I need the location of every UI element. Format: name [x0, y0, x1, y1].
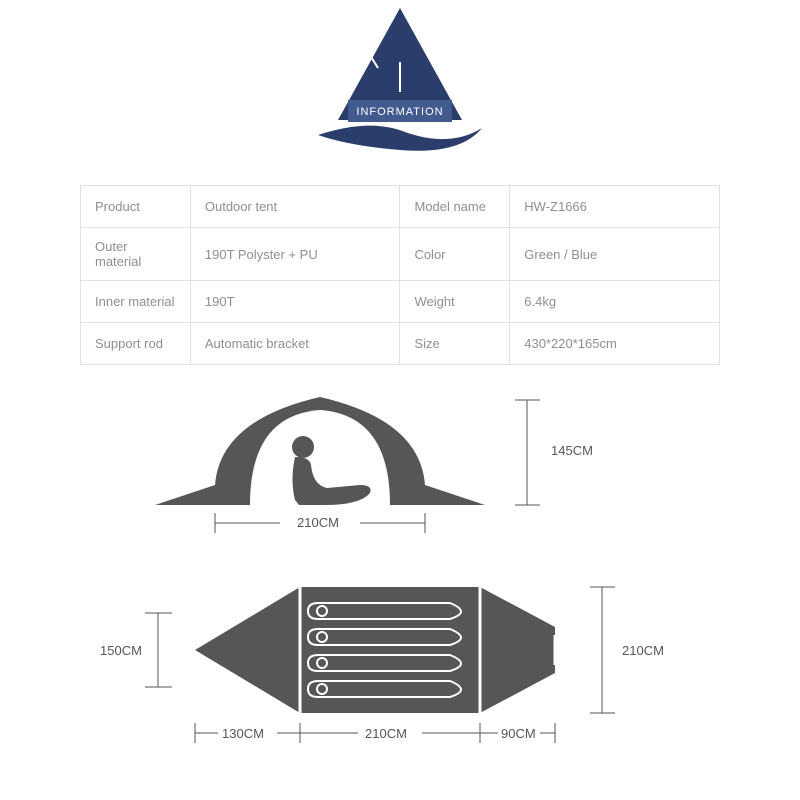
table-row: Product Outdoor tent Model name HW-Z1666 — [81, 186, 720, 228]
table-row: Support rod Automatic bracket Size 430*2… — [81, 323, 720, 365]
side-width-label: 210CM — [297, 515, 339, 530]
spec-value: Outdoor tent — [190, 186, 400, 228]
tent-side-view-diagram: 210CM 145CM — [145, 385, 675, 555]
spec-label: Outer material — [81, 228, 191, 281]
spec-label: Size — [400, 323, 510, 365]
top-right-height-label: 210CM — [622, 643, 664, 658]
tent-top-view-diagram: 150CM 210CM 130CM 210CM 90CM — [100, 565, 720, 765]
spec-value: HW-Z1666 — [510, 186, 720, 228]
spec-value: 190T — [190, 281, 400, 323]
spec-label: Support rod — [81, 323, 191, 365]
spec-value: 430*220*165cm — [510, 323, 720, 365]
spec-label: Inner material — [81, 281, 191, 323]
spec-label: Product — [81, 186, 191, 228]
spec-table: Product Outdoor tent Model name HW-Z1666… — [80, 185, 720, 365]
table-row: Inner material 190T Weight 6.4kg — [81, 281, 720, 323]
spec-value: 190T Polyster + PU — [190, 228, 400, 281]
side-height-label: 145CM — [551, 443, 593, 458]
banner-label: INFORMATION — [356, 106, 443, 118]
spec-label: Color — [400, 228, 510, 281]
table-row: Outer material 190T Polyster + PU Color … — [81, 228, 720, 281]
spec-value: Green / Blue — [510, 228, 720, 281]
top-bottom-left-label: 130CM — [222, 726, 264, 741]
info-header: INFORMATION — [0, 0, 800, 170]
spec-value: Automatic bracket — [190, 323, 400, 365]
spec-label: Model name — [400, 186, 510, 228]
mountain-triangle-icon: INFORMATION — [0, 0, 800, 170]
top-bottom-right-label: 90CM — [501, 726, 536, 741]
top-bottom-mid-label: 210CM — [365, 726, 407, 741]
spec-value: 6.4kg — [510, 281, 720, 323]
spec-label: Weight — [400, 281, 510, 323]
top-left-height-label: 150CM — [100, 643, 142, 658]
